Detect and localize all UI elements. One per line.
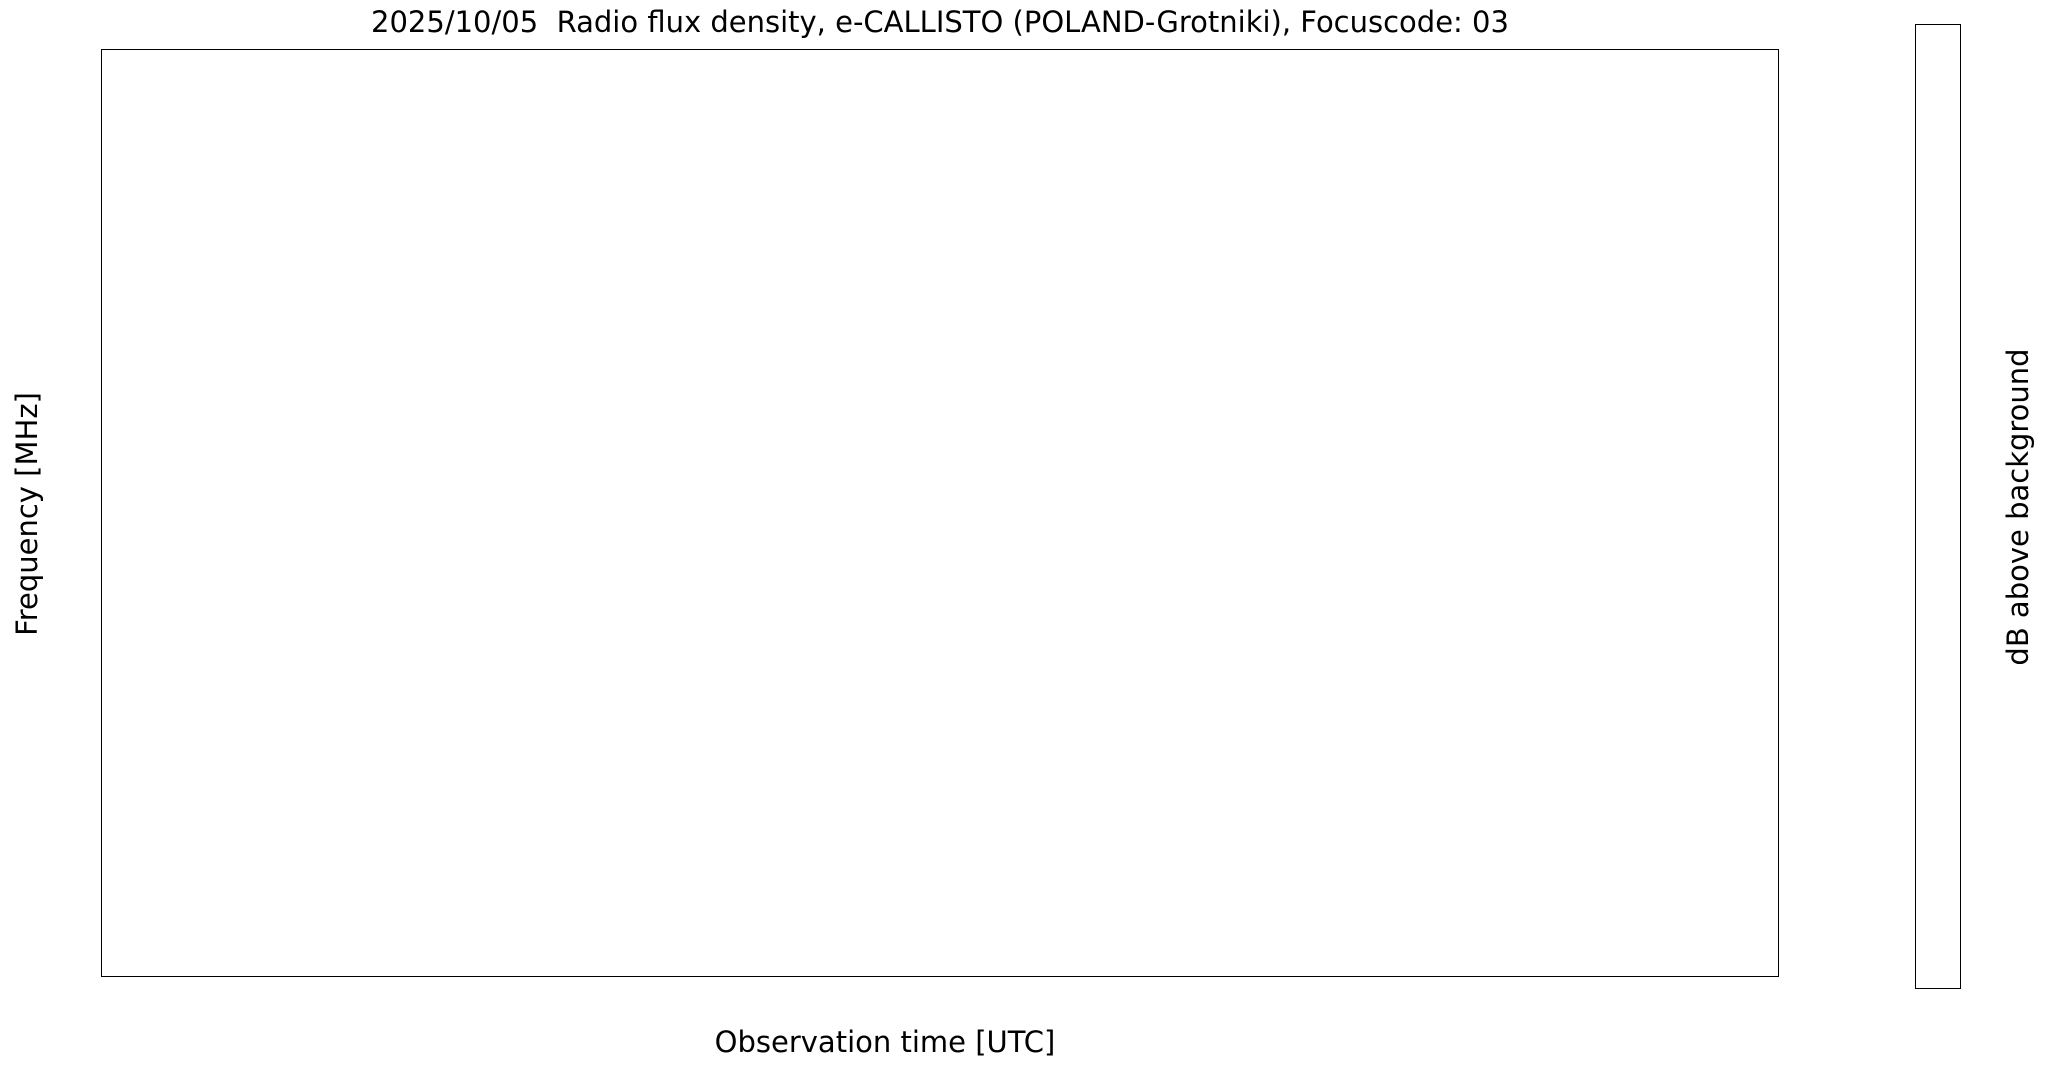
colorbar-gradient [1914, 23, 1961, 989]
y-axis-label: Frequency [MHz] [10, 392, 44, 636]
chart-title: 2025/10/05 Radio flux density, e-CALLIST… [371, 5, 1509, 39]
colorbar-label: dB above background [2001, 348, 2035, 666]
spectrogram-heatmap [100, 48, 1779, 977]
x-axis-label: Observation time [UTC] [714, 1025, 1056, 1059]
